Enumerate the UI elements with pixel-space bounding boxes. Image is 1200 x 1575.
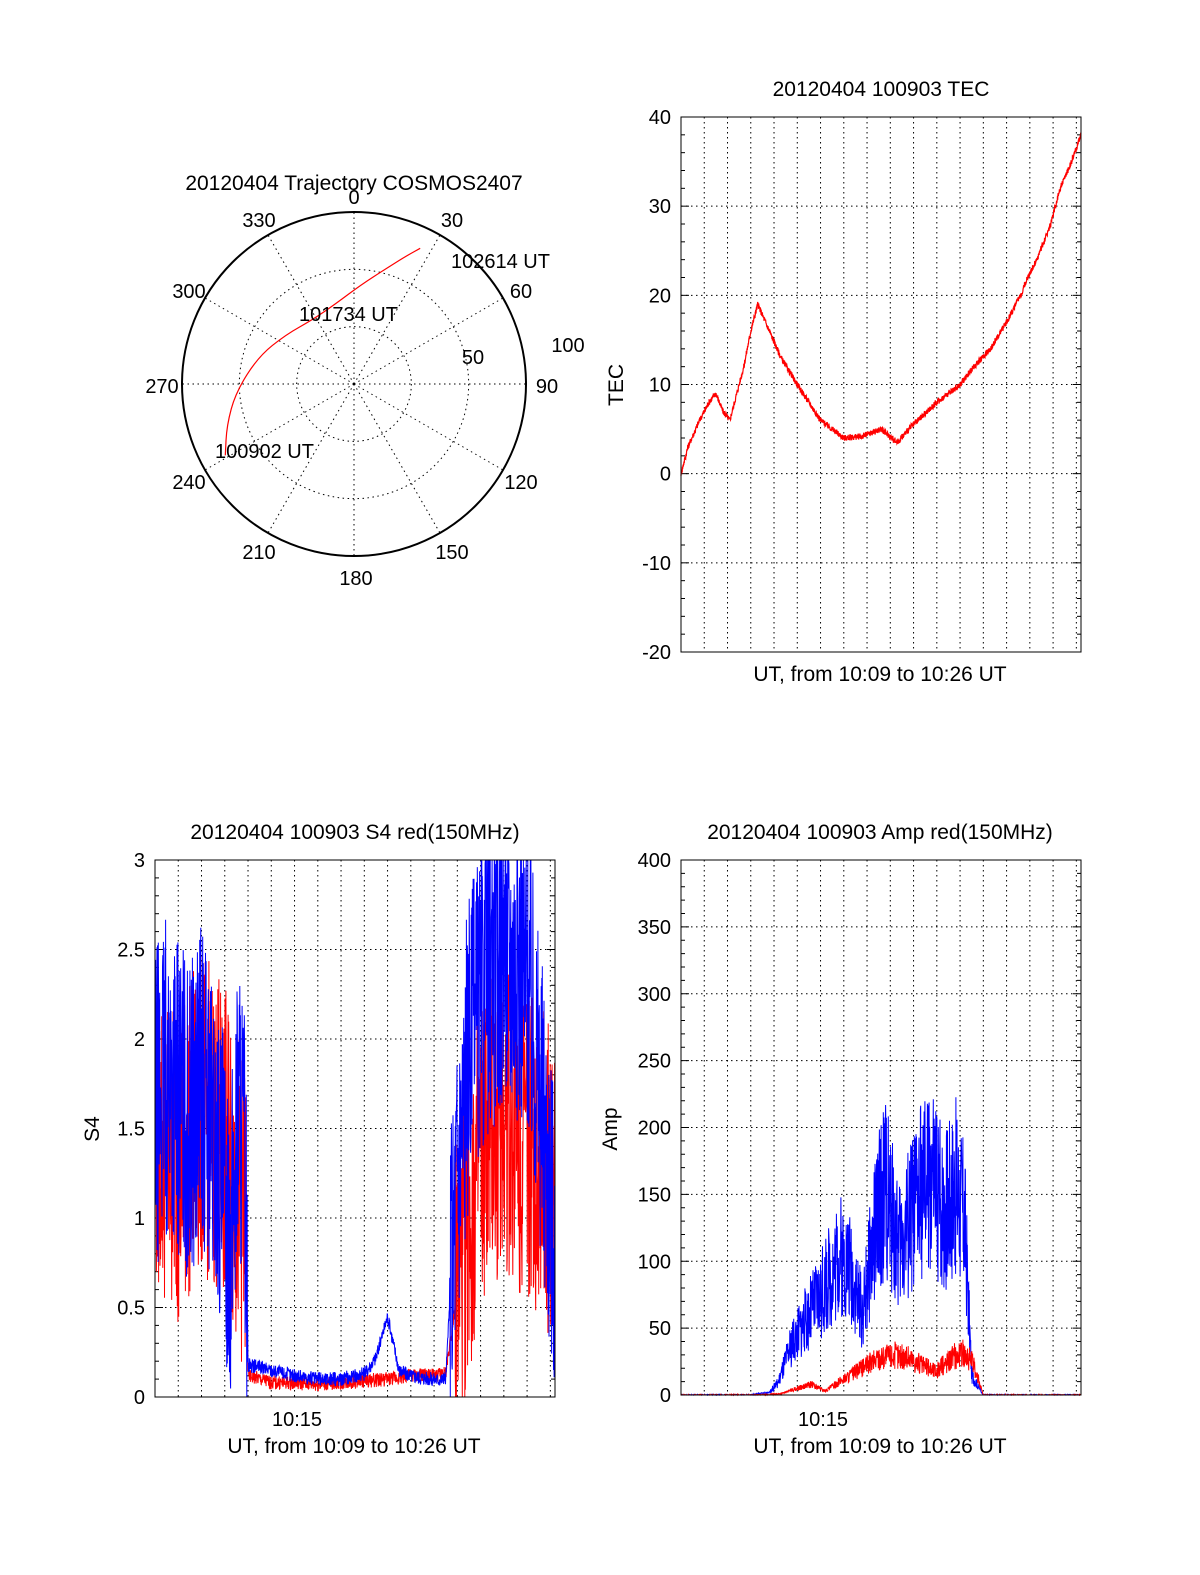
- amp-plot-frame: [680, 859, 1082, 1396]
- ring-label-100: 100: [551, 335, 584, 357]
- az-label-210: 210: [242, 542, 275, 564]
- tec-plot-frame: [680, 116, 1082, 653]
- polar-spoke-150: [353, 383, 441, 534]
- polar-trajectory-chart: 20120404 Trajectory COSMOS2407 0 30 60 9…: [145, 172, 584, 590]
- ytick-label: 20: [649, 285, 671, 307]
- amp-ylabel: Amp: [599, 1107, 622, 1150]
- ytick-label: 300: [638, 984, 671, 1006]
- polar-azimuth-labels: 0 30 60 90 120 150 180 210 240 270 300 3…: [145, 187, 558, 590]
- az-label-300: 300: [172, 281, 205, 303]
- az-label-30: 30: [441, 210, 463, 232]
- ytick-label: 50: [649, 1318, 671, 1340]
- ytick-label: 0: [660, 464, 671, 486]
- tec-chart-title: 20120404 100903 TEC: [773, 78, 990, 101]
- ytick-label: 2: [134, 1029, 145, 1051]
- ring-label-50: 50: [462, 347, 484, 369]
- tec-ytick-labels: -20 -10 0 10 20 30 40: [642, 107, 671, 664]
- series-line-0: [680, 1097, 1082, 1397]
- polar-spoke-30: [353, 234, 441, 385]
- tec-series: [680, 132, 1082, 477]
- ytick-label: 0.5: [117, 1298, 145, 1320]
- ytick-label: 400: [638, 850, 671, 872]
- ytick-label: 0: [134, 1387, 145, 1409]
- polar-spoke-120: [353, 383, 504, 471]
- amp-ytick-labels: 0 50 100 150 200 250 300 350 400: [638, 850, 671, 1407]
- az-label-180: 180: [339, 568, 372, 590]
- amp-xlabel: UT, from 10:09 to 10:26 UT: [753, 1435, 1006, 1458]
- ytick-label: -20: [642, 642, 671, 664]
- s4-grid: [155, 860, 555, 1397]
- ytick-label: 150: [638, 1184, 671, 1206]
- polar-spoke-60: [353, 297, 504, 385]
- ytick-label: 250: [638, 1051, 671, 1073]
- tec-chart: 20120404 100903 TEC -20 -10 0 10 20 30 40 UT, …: [605, 78, 1082, 686]
- trajectory-line: [224, 247, 421, 456]
- az-label-0: 0: [348, 187, 359, 209]
- ytick-label: 40: [649, 107, 671, 129]
- polar-chart-title: 20120404 Trajectory COSMOS2407: [185, 172, 522, 195]
- ytick-label: -10: [642, 553, 671, 575]
- s4-chart-title: 20120404 100903 S4 red(150MHz): [190, 821, 519, 844]
- polar-spoke-330: [267, 234, 355, 385]
- amp-xtick-1015: 10:15: [798, 1409, 848, 1431]
- ytick-label: 100: [638, 1251, 671, 1273]
- polar-grid: [182, 212, 526, 556]
- ytick-label: 1.5: [117, 1119, 145, 1141]
- amp-chart: 20120404 100903 Amp red(150MHz) 0 50 100 15…: [599, 821, 1082, 1458]
- polar-spoke-210: [267, 383, 355, 534]
- ytick-label: 350: [638, 917, 671, 939]
- ytick-label: 10: [649, 375, 671, 397]
- amp-series: [680, 1097, 1082, 1397]
- polar-ring-1: [296, 326, 412, 442]
- tec-xlabel: UT, from 10:09 to 10:26 UT: [753, 663, 1006, 686]
- ytick-label: 0: [660, 1385, 671, 1407]
- ytick-label: 200: [638, 1118, 671, 1140]
- tec-ylabel: TEC: [605, 364, 628, 406]
- series-line-1: [680, 1339, 1082, 1397]
- s4-ytick-labels: 0 0.5 1 1.5 2 2.5 3: [117, 850, 145, 1409]
- tec-grid: [681, 117, 1081, 652]
- az-label-270: 270: [145, 376, 178, 398]
- az-label-150: 150: [435, 542, 468, 564]
- az-label-90: 90: [536, 376, 558, 398]
- s4-plot-frame: [154, 859, 556, 1398]
- s4-xlabel: UT, from 10:09 to 10:26 UT: [227, 1435, 480, 1458]
- ytick-label: 30: [649, 196, 671, 218]
- s4-ylabel: S4: [81, 1116, 104, 1142]
- ytick-label: 2.5: [117, 940, 145, 962]
- az-label-240: 240: [172, 472, 205, 494]
- ytick-label: 3: [134, 850, 145, 872]
- s4-xtick-1015: 10:15: [272, 1409, 322, 1431]
- amp-chart-title: 20120404 100903 Amp red(150MHz): [707, 821, 1053, 844]
- polar-spoke-240: [204, 383, 355, 471]
- annotation-mid-time: 101734 UT: [299, 304, 398, 326]
- annotation-end-time: 102614 UT: [451, 251, 550, 273]
- annotation-start-time: 100902 UT: [215, 441, 314, 463]
- amp-minor-ticks: [681, 859, 1081, 1396]
- series-line-0: [680, 132, 1082, 477]
- s4-chart: 20120404 100903 S4 red(150MHz) 0 0.5 1 1.5 2…: [81, 821, 556, 1458]
- az-label-330: 330: [242, 210, 275, 232]
- polar-outer-circle: [181, 211, 527, 557]
- polar-spoke-300: [204, 297, 355, 385]
- s4-series: [154, 859, 556, 1398]
- ytick-label: 1: [134, 1208, 145, 1230]
- az-label-60: 60: [510, 281, 532, 303]
- az-label-120: 120: [504, 472, 537, 494]
